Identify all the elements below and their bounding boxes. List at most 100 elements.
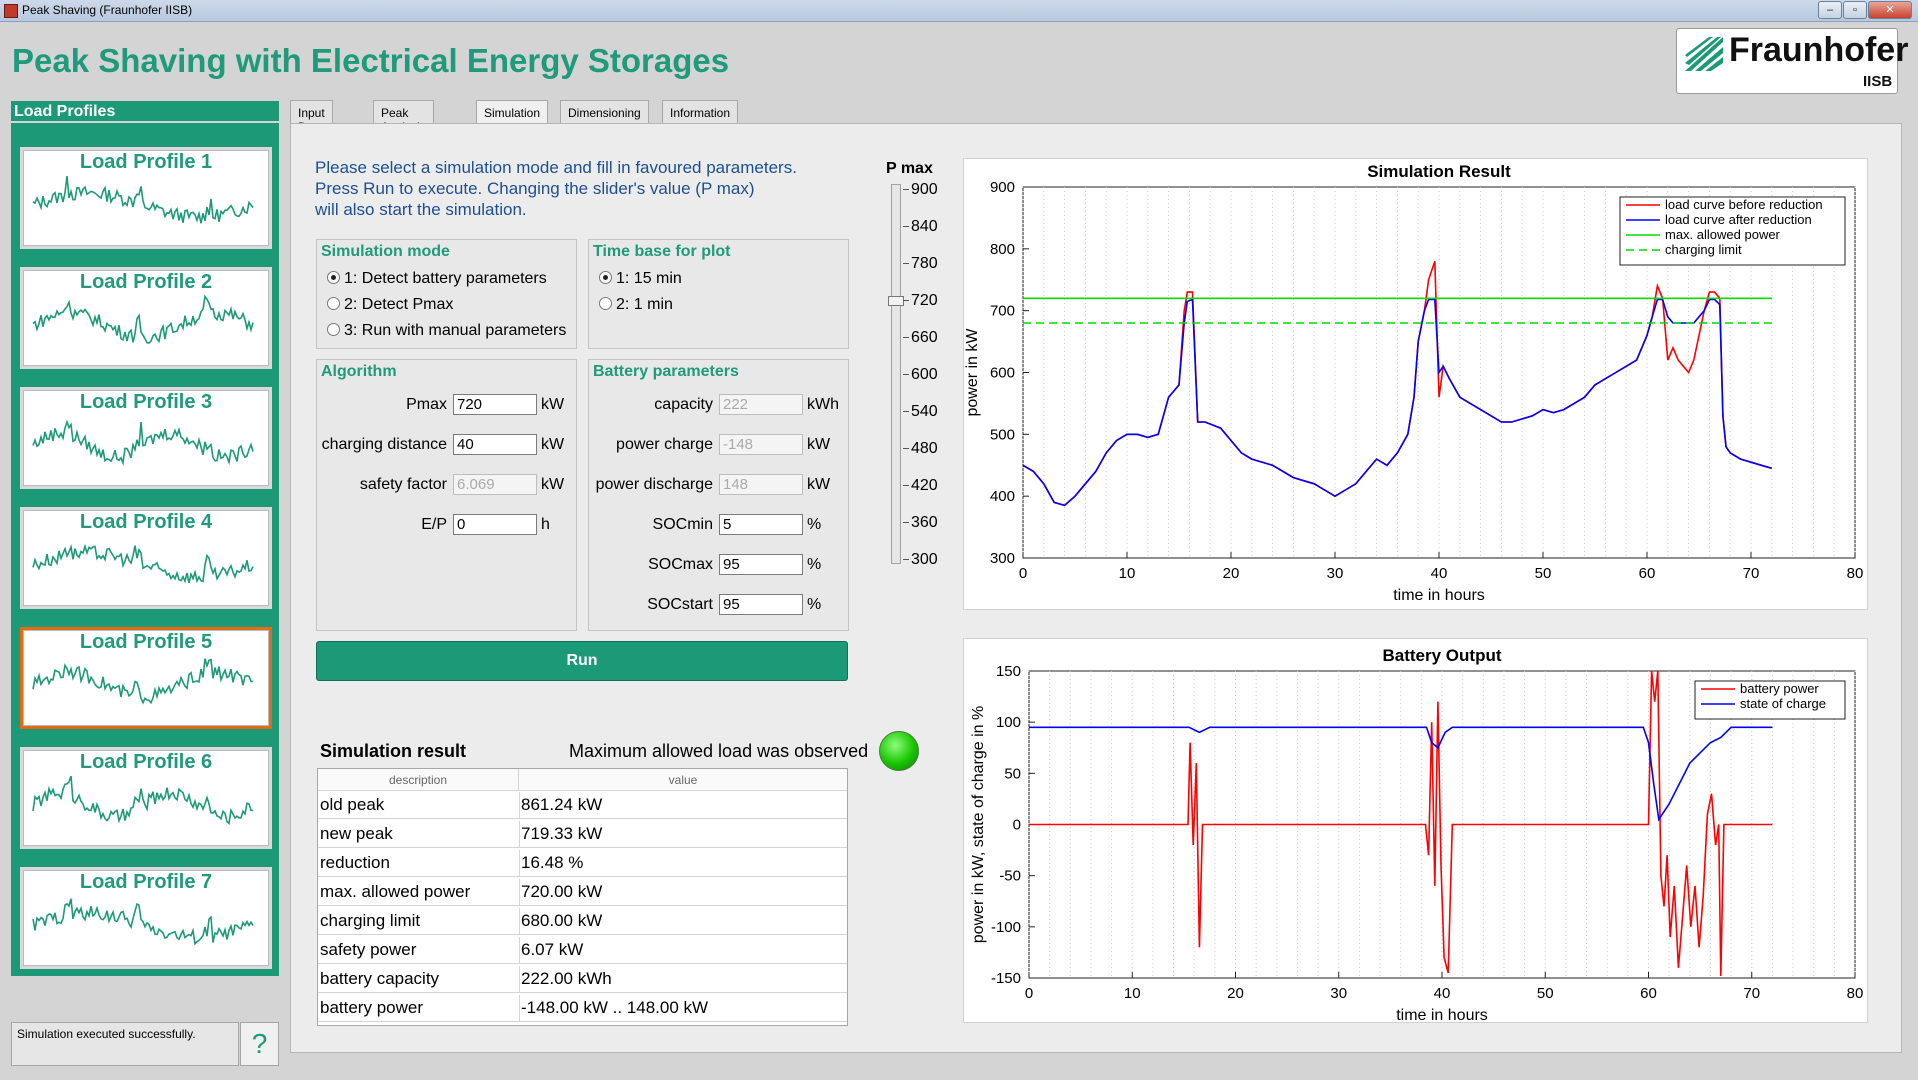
load-profile-card[interactable]: Load Profile 3: [20, 387, 272, 489]
row-value: 6.07 kW: [521, 940, 584, 959]
socmin-input[interactable]: [719, 514, 803, 535]
ep-input[interactable]: [453, 514, 537, 535]
load-profile-label: Load Profile 5: [79, 631, 213, 653]
load-profile-card[interactable]: Load Profile 5: [20, 627, 272, 729]
slider-tick-label: 360: [911, 514, 938, 531]
radio-label: 2: 1 min: [616, 296, 673, 313]
radio-1-min[interactable]: 2: 1 min: [599, 296, 673, 314]
load-profiles-panel: Load Profiles Load Profile 1 Load Profile…: [11, 101, 279, 976]
fraunhofer-mark-icon: [1685, 37, 1723, 71]
capacity-input: [719, 394, 803, 415]
load-profile-trace: [32, 176, 254, 224]
unit-label: kW: [541, 436, 565, 453]
x-tick-label: 40: [1434, 985, 1451, 1002]
unit-label: kW: [807, 436, 831, 453]
socmin-label: SOCmin: [652, 516, 713, 533]
safety-factor-input: [453, 474, 537, 495]
radio-manual-params[interactable]: 3: Run with manual parameters: [327, 322, 566, 340]
legend-box: [1694, 680, 1846, 720]
status-led-indicator: [879, 731, 919, 771]
chart-title: Battery Output: [1383, 646, 1502, 665]
x-tick-label: 30: [1327, 565, 1344, 582]
row-separator: [519, 995, 520, 1021]
load-profile-card[interactable]: Load Profile 7: [20, 867, 272, 969]
load-profile-label: Load Profile 6: [79, 751, 213, 773]
x-axis-label: time in hours: [1393, 587, 1485, 604]
fraunhofer-logo: Fraunhofer IISB: [1676, 28, 1908, 94]
x-axis-label: time in hours: [1396, 1007, 1488, 1024]
series-line: [1029, 671, 1773, 977]
table-row: safety power 6.07 kW: [318, 937, 847, 964]
x-tick-label: 70: [1743, 985, 1760, 1002]
row-value: 16.48 %: [521, 853, 584, 872]
radio-15-min[interactable]: 1: 15 min: [599, 270, 682, 288]
radio-dot: [327, 323, 340, 336]
y-axis-label: power in kW, state of charge in %: [970, 706, 987, 943]
tab-simulation[interactable]: Simulation: [476, 100, 549, 125]
instructions: Please select a simulation mode and fill…: [315, 157, 875, 220]
close-button[interactable]: ✕: [1868, 1, 1912, 19]
slider-tick-label: 780: [911, 255, 938, 272]
ep-label: E/P: [421, 516, 447, 533]
legend-box: [1619, 196, 1846, 266]
x-tick-label: 60: [1639, 565, 1656, 582]
slider-tick-label: 660: [911, 329, 938, 346]
row-value: -148.00 kW .. 148.00 kW: [521, 998, 709, 1017]
unit-label: %: [807, 516, 822, 533]
simulation-mode-group: Simulation mode 1: Detect battery parame…: [316, 239, 577, 349]
row-value: 680.00 kW: [521, 911, 603, 930]
x-tick-label: 60: [1640, 985, 1657, 1002]
series-line: [1023, 298, 1773, 507]
battery-output-plot: 0 10 20 30 40 50 60 70 80 150 100 50 0 -50 -100 -150 Bat…: [970, 646, 1863, 1024]
pmax-slider-thumb[interactable]: [888, 296, 904, 306]
time-base-group: Time base for plot 1: 15 min 2: 1 min: [588, 239, 849, 349]
load-profile-card[interactable]: Load Profile 1: [20, 147, 272, 249]
tab-peak-analysis[interactable]: Peak Analysis: [373, 100, 434, 134]
load-profile-card[interactable]: Load Profile 2: [20, 267, 272, 369]
group-title: Algorithm: [321, 363, 397, 380]
load-profile-card[interactable]: Load Profile 6: [20, 747, 272, 849]
row-separator: [519, 908, 520, 934]
power-discharge-label: power discharge: [595, 476, 713, 493]
slider-tick: [903, 559, 909, 560]
run-button[interactable]: Run: [316, 641, 848, 681]
load-profile-card[interactable]: Load Profile 4: [20, 507, 272, 609]
slider-tick: [903, 522, 909, 523]
tab-information[interactable]: Information: [662, 100, 739, 124]
table-row: max. allowed power 720.00 kW: [318, 879, 847, 906]
slider-tick-label: 480: [911, 440, 938, 457]
legend-entry: battery power: [1740, 681, 1819, 696]
radio-label: 2: Detect Pmax: [344, 296, 454, 313]
legend-entry: load curve after reduction: [1665, 212, 1812, 227]
y-axis-label: power in kW: [964, 328, 981, 417]
instruction-line: will also start the simulation.: [315, 200, 527, 219]
slider-tick-label: 900: [911, 181, 938, 198]
x-tick-label: 10: [1119, 565, 1136, 582]
socstart-input[interactable]: [719, 594, 803, 615]
socstart-label: SOCstart: [647, 596, 713, 613]
charging-distance-input[interactable]: [453, 434, 537, 455]
minimize-button[interactable]: –: [1818, 1, 1842, 19]
radio-detect-battery[interactable]: 1: Detect battery parameters: [327, 270, 547, 288]
y-tick-label: -150: [991, 970, 1021, 987]
pmax-input[interactable]: [453, 394, 537, 415]
x-tick-label: 80: [1847, 565, 1864, 582]
tab-input-data[interactable]: Input Data: [290, 100, 333, 134]
help-button[interactable]: ?: [240, 1022, 279, 1066]
y-tick-label: 400: [990, 488, 1015, 505]
radio-detect-pmax[interactable]: 2: Detect Pmax: [327, 296, 453, 314]
radio-label: 1: 15 min: [616, 270, 682, 287]
algorithm-group: Algorithm Pmax kW charging distance kW s…: [316, 359, 577, 631]
radio-dot: [599, 297, 612, 310]
socmax-input[interactable]: [719, 554, 803, 575]
tab-dimensioning[interactable]: Dimensioning: [560, 100, 649, 124]
window-title: Peak Shaving (Fraunhofer IISB): [22, 3, 193, 17]
series-line: [1029, 726, 1773, 822]
pmax-slider[interactable]: [891, 184, 901, 564]
maximize-button[interactable]: ▫: [1843, 1, 1867, 19]
y-tick-label: 700: [990, 303, 1015, 320]
x-tick-label: 0: [1025, 985, 1033, 1002]
x-tick-label: 50: [1535, 565, 1552, 582]
x-tick-label: 20: [1227, 985, 1244, 1002]
table-row: reduction 16.48 %: [318, 850, 847, 877]
